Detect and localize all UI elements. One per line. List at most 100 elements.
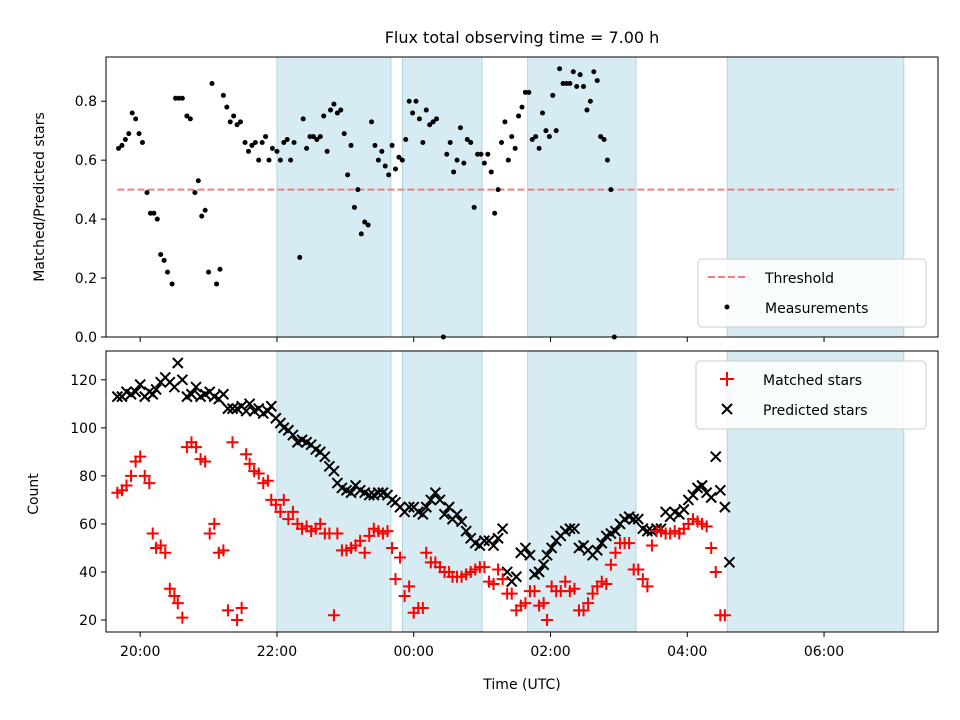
matched-star-point bbox=[582, 597, 595, 610]
matched-star-point bbox=[609, 546, 622, 559]
measurement-point bbox=[147, 210, 153, 216]
measurement-point bbox=[478, 151, 484, 157]
predicted-star-point bbox=[190, 381, 202, 393]
predicted-star-point bbox=[510, 571, 523, 583]
predicted-star-point bbox=[609, 525, 622, 537]
chart-title: Flux total observing time = 7.00 h bbox=[385, 28, 660, 47]
measurement-point bbox=[284, 137, 290, 143]
measurement-point bbox=[587, 98, 593, 104]
matched-star-point bbox=[709, 565, 722, 578]
measurement-point bbox=[122, 137, 128, 143]
matched-star-point bbox=[496, 573, 509, 586]
predicted-star-point bbox=[287, 429, 299, 441]
shaded-interval bbox=[276, 56, 392, 338]
measurement-point bbox=[348, 142, 354, 148]
matched-star-point bbox=[478, 561, 491, 574]
measurement-point bbox=[536, 145, 542, 151]
predicted-star-point bbox=[172, 357, 184, 369]
measurement-point bbox=[214, 281, 220, 287]
predicted-star-point bbox=[478, 535, 491, 547]
legend-matched-label: Matched stars bbox=[763, 373, 862, 389]
measurement-point bbox=[269, 145, 275, 151]
shaded-interval bbox=[527, 350, 637, 633]
predicted-star-point bbox=[403, 501, 415, 513]
measurement-point bbox=[553, 128, 559, 134]
matched-star-point bbox=[146, 527, 159, 540]
measurement-point bbox=[485, 151, 491, 157]
top-y-ticks: 0.0 0.2 0.4 0.6 0.8 bbox=[75, 94, 106, 346]
y-tick-label: 0.0 bbox=[75, 330, 97, 346]
x-tick-label: 22:00 bbox=[257, 644, 297, 660]
measurement-points-layer bbox=[116, 66, 617, 340]
measurement-point bbox=[498, 139, 504, 145]
matched-star-point bbox=[559, 575, 572, 588]
predicted-star-point bbox=[222, 402, 234, 415]
matched-star-point bbox=[705, 541, 718, 554]
matched-star-point bbox=[354, 534, 367, 547]
measurement-point bbox=[288, 157, 294, 163]
measurement-point bbox=[263, 134, 269, 140]
measurement-point bbox=[324, 148, 330, 154]
matched-star-point bbox=[636, 573, 649, 586]
measurement-point bbox=[358, 231, 364, 237]
measurement-point bbox=[231, 113, 237, 119]
matched-star-point bbox=[623, 537, 636, 550]
matched-star-point bbox=[632, 563, 645, 576]
measurement-point bbox=[591, 69, 597, 75]
measurement-point bbox=[550, 92, 556, 98]
measurement-point bbox=[259, 139, 265, 145]
measurement-point bbox=[519, 104, 525, 110]
measurement-point bbox=[434, 116, 440, 122]
matched-star-point bbox=[176, 611, 189, 624]
measurement-point bbox=[608, 187, 614, 193]
matched-star-point bbox=[134, 450, 147, 463]
measurement-point bbox=[423, 107, 429, 113]
measurement-point bbox=[604, 157, 610, 163]
matched-star-point bbox=[190, 441, 203, 454]
predicted-star-point bbox=[363, 489, 375, 501]
measurement-point bbox=[413, 98, 419, 104]
matched-star-point bbox=[568, 582, 581, 595]
measurement-point bbox=[516, 113, 522, 119]
measurement-point bbox=[256, 157, 262, 163]
measurement-point bbox=[173, 95, 179, 101]
predicted-star-point bbox=[429, 486, 442, 499]
y-tick-label: 0.8 bbox=[75, 94, 97, 110]
measurement-point bbox=[136, 131, 142, 137]
measurement-point bbox=[447, 139, 453, 145]
measurement-point bbox=[154, 216, 160, 222]
matched-star-point bbox=[274, 505, 287, 518]
measurement-point bbox=[601, 137, 607, 143]
y-tick-label: 0.6 bbox=[75, 153, 97, 169]
y-tick-label: 0.4 bbox=[75, 212, 97, 228]
predicted-star-point bbox=[451, 508, 463, 521]
matched-star-point bbox=[231, 613, 244, 626]
matched-star-point bbox=[252, 467, 265, 480]
matched-star-point bbox=[154, 539, 167, 552]
measurement-point bbox=[310, 134, 316, 140]
measurement-point bbox=[234, 122, 240, 128]
matched-star-point bbox=[226, 436, 239, 449]
matched-star-point bbox=[528, 585, 541, 598]
matched-star-point bbox=[641, 580, 654, 593]
matched-star-point bbox=[269, 498, 282, 511]
measurement-point bbox=[594, 78, 600, 84]
measurement-point bbox=[471, 204, 477, 210]
matched-star-point bbox=[327, 609, 340, 622]
measurement-point bbox=[187, 116, 193, 122]
y-tick-label: 100 bbox=[70, 421, 97, 437]
predicted-star-point bbox=[596, 537, 608, 549]
matched-star-point bbox=[394, 551, 407, 564]
matched-star-point bbox=[645, 539, 658, 552]
measurement-point bbox=[502, 119, 508, 125]
measurement-point bbox=[567, 81, 573, 87]
x-tick-label: 06:00 bbox=[804, 644, 844, 660]
measurement-point bbox=[328, 107, 334, 113]
predicted-star-point bbox=[460, 525, 472, 537]
measurement-point bbox=[116, 145, 122, 151]
measurement-point bbox=[297, 254, 303, 260]
predicted-star-point bbox=[492, 532, 504, 545]
y-tick-label: 0.2 bbox=[75, 271, 97, 287]
measurement-point bbox=[237, 119, 243, 125]
measurement-point bbox=[129, 110, 135, 116]
